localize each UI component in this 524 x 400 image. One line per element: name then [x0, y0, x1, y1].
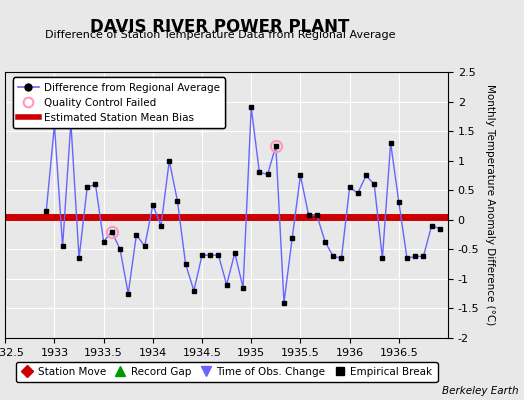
- Legend: Difference from Regional Average, Quality Control Failed, Estimated Station Mean: Difference from Regional Average, Qualit…: [13, 78, 225, 128]
- Text: Difference of Station Temperature Data from Regional Average: Difference of Station Temperature Data f…: [45, 30, 395, 40]
- Legend: Station Move, Record Gap, Time of Obs. Change, Empirical Break: Station Move, Record Gap, Time of Obs. C…: [16, 362, 438, 382]
- Text: Berkeley Earth: Berkeley Earth: [442, 386, 519, 396]
- Text: DAVIS RIVER POWER PLANT: DAVIS RIVER POWER PLANT: [91, 18, 350, 36]
- Y-axis label: Monthly Temperature Anomaly Difference (°C): Monthly Temperature Anomaly Difference (…: [485, 84, 496, 326]
